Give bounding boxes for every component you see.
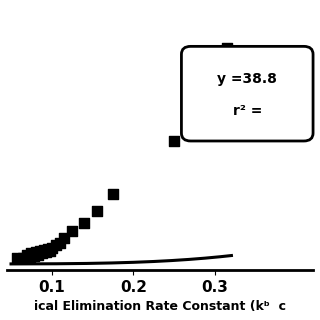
Point: [225, 45, 230, 50]
Point: [25, 252, 30, 257]
FancyBboxPatch shape: [181, 46, 313, 141]
Point: [39, 251, 44, 256]
Point: [70, 229, 75, 234]
Point: [172, 139, 177, 144]
Point: [82, 220, 87, 226]
Point: [27, 254, 32, 260]
Point: [31, 253, 36, 258]
Point: [36, 252, 41, 257]
Point: [41, 247, 46, 252]
Point: [33, 250, 38, 255]
Point: [49, 245, 54, 250]
Point: [48, 249, 53, 254]
Point: [44, 250, 49, 255]
Text: r² =: r² =: [233, 104, 262, 118]
Point: [110, 191, 116, 196]
Point: [94, 209, 99, 214]
Point: [14, 256, 19, 261]
Point: [53, 243, 59, 248]
Point: [37, 249, 42, 254]
Point: [45, 246, 50, 251]
Point: [58, 240, 63, 245]
Point: [61, 236, 67, 241]
Point: [188, 121, 193, 126]
Point: [21, 256, 26, 261]
X-axis label: ical Elimination Rate Constant (kᵇ  c: ical Elimination Rate Constant (kᵇ c: [34, 300, 286, 313]
Text: y =38.8: y =38.8: [217, 73, 277, 86]
Point: [29, 251, 34, 256]
